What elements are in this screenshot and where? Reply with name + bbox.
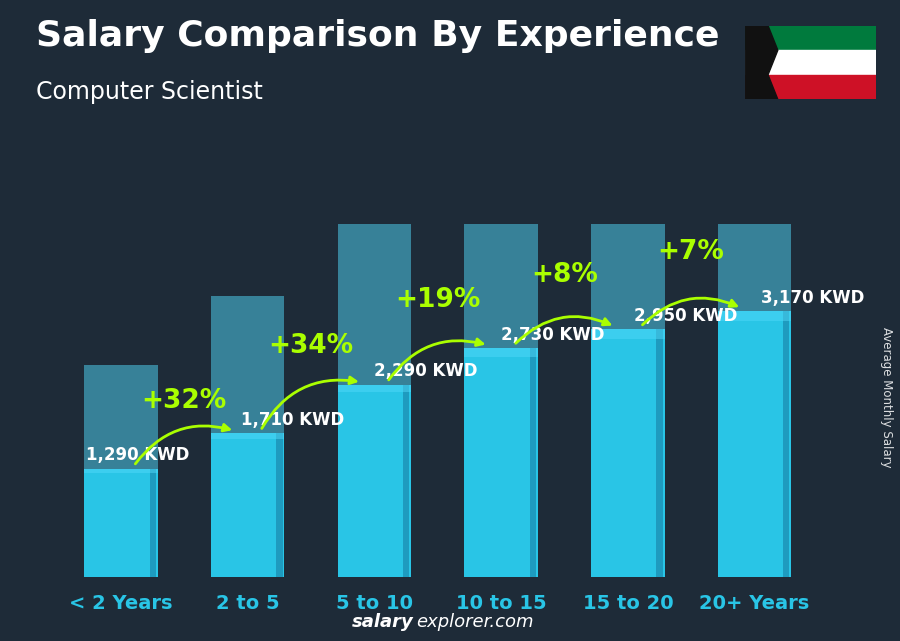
- Bar: [403, 385, 410, 577]
- Text: salary: salary: [352, 613, 414, 631]
- Bar: [338, 200, 411, 392]
- Text: +32%: +32%: [141, 388, 227, 413]
- Text: Salary Comparison By Experience: Salary Comparison By Experience: [36, 19, 719, 53]
- Text: 2,950 KWD: 2,950 KWD: [634, 307, 737, 325]
- Text: 1,290 KWD: 1,290 KWD: [86, 446, 189, 465]
- Bar: [591, 329, 664, 577]
- Text: Average Monthly Salary: Average Monthly Salary: [880, 327, 893, 468]
- Text: 1,710 KWD: 1,710 KWD: [241, 411, 345, 429]
- Text: +19%: +19%: [395, 287, 481, 313]
- Bar: [745, 26, 876, 50]
- Bar: [745, 50, 876, 75]
- Bar: [85, 365, 158, 473]
- Text: +7%: +7%: [658, 239, 724, 265]
- Text: 2,730 KWD: 2,730 KWD: [501, 326, 605, 344]
- Bar: [276, 433, 283, 577]
- Bar: [656, 329, 662, 577]
- Bar: [718, 55, 791, 321]
- Bar: [85, 469, 158, 577]
- Bar: [718, 311, 791, 577]
- Bar: [745, 75, 876, 99]
- Bar: [211, 296, 284, 439]
- Text: +8%: +8%: [531, 262, 598, 288]
- Bar: [338, 385, 411, 577]
- Text: explorer.com: explorer.com: [416, 613, 534, 631]
- Bar: [149, 469, 156, 577]
- Bar: [783, 311, 789, 577]
- Polygon shape: [745, 26, 778, 99]
- Text: Computer Scientist: Computer Scientist: [36, 80, 263, 104]
- Bar: [211, 433, 284, 577]
- Bar: [529, 347, 536, 577]
- Text: 3,170 KWD: 3,170 KWD: [760, 288, 864, 306]
- Text: +34%: +34%: [268, 333, 354, 359]
- Bar: [591, 92, 664, 339]
- Bar: [464, 347, 538, 577]
- Bar: [464, 128, 538, 357]
- Text: 2,290 KWD: 2,290 KWD: [374, 362, 478, 381]
